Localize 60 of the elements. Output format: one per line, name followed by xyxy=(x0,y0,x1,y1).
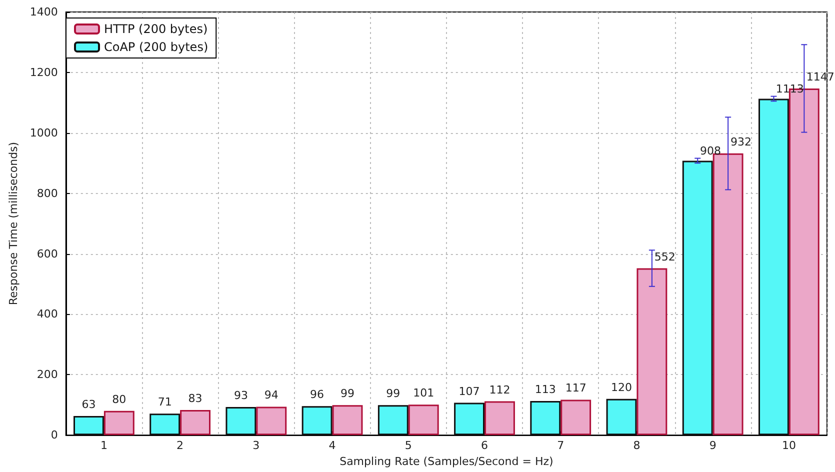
bar xyxy=(712,153,744,436)
data-label: 71 xyxy=(158,396,172,409)
x-tick-label: 8 xyxy=(633,439,640,452)
bar xyxy=(560,400,592,436)
bar xyxy=(378,405,408,436)
y-tick-label: 400 xyxy=(36,308,58,321)
legend-label: CoAP (200 bytes) xyxy=(104,40,208,54)
x-tick-label: 6 xyxy=(481,439,488,452)
legend-label: HTTP (200 bytes) xyxy=(104,22,208,36)
x-tick-label: 1 xyxy=(100,439,108,452)
data-label: 99 xyxy=(340,387,355,400)
bar xyxy=(180,410,211,436)
bar xyxy=(150,414,180,436)
data-label: 80 xyxy=(112,392,126,406)
y-tick-label: 0 xyxy=(50,428,58,442)
bar xyxy=(636,268,668,436)
data-label: 120 xyxy=(611,380,632,394)
y-tick-label: 1400 xyxy=(30,6,58,18)
x-axis-title: Sampling Rate (Samples/Second = Hz) xyxy=(340,455,554,468)
data-label: 107 xyxy=(458,384,480,398)
x-tick-label: 3 xyxy=(252,439,260,452)
data-label: 908 xyxy=(700,144,722,158)
x-tick-label: 7 xyxy=(557,439,564,452)
x-tick-label: 5 xyxy=(404,439,412,452)
bar xyxy=(606,398,637,436)
bar xyxy=(332,405,363,436)
bar xyxy=(302,406,332,436)
bar xyxy=(484,401,515,436)
x-tick-label: 2 xyxy=(176,439,184,452)
data-label: 117 xyxy=(565,382,586,395)
bar xyxy=(758,98,789,436)
bar xyxy=(454,402,484,436)
data-label: 93 xyxy=(234,388,248,402)
data-label: 96 xyxy=(310,388,324,402)
x-tick-label: 4 xyxy=(328,439,336,452)
y-tick-label: 800 xyxy=(36,186,58,200)
bar xyxy=(408,404,439,436)
data-label: 1113 xyxy=(776,82,804,96)
bar xyxy=(104,410,134,436)
bar xyxy=(74,416,104,436)
data-label: 63 xyxy=(82,398,96,412)
data-label: 99 xyxy=(386,387,400,400)
data-label: 113 xyxy=(534,382,556,396)
x-tick-label: 10 xyxy=(782,439,796,452)
bar xyxy=(530,400,561,436)
y-axis-title: Response Time (milliseconds) xyxy=(7,142,20,306)
bar xyxy=(256,406,287,436)
bar xyxy=(226,406,256,436)
data-label: 932 xyxy=(730,135,752,148)
data-label: 83 xyxy=(188,392,202,406)
data-label: 552 xyxy=(654,250,676,264)
data-label: 101 xyxy=(413,386,434,400)
data-label: 94 xyxy=(264,388,278,402)
y-tick-label: 200 xyxy=(36,368,58,382)
x-tick-label: 9 xyxy=(709,439,716,452)
data-label: 112 xyxy=(489,383,510,396)
bar xyxy=(682,160,713,436)
y-tick-label: 600 xyxy=(36,247,58,260)
y-tick-label: 1200 xyxy=(30,66,58,79)
y-tick-label: 1000 xyxy=(30,126,58,140)
